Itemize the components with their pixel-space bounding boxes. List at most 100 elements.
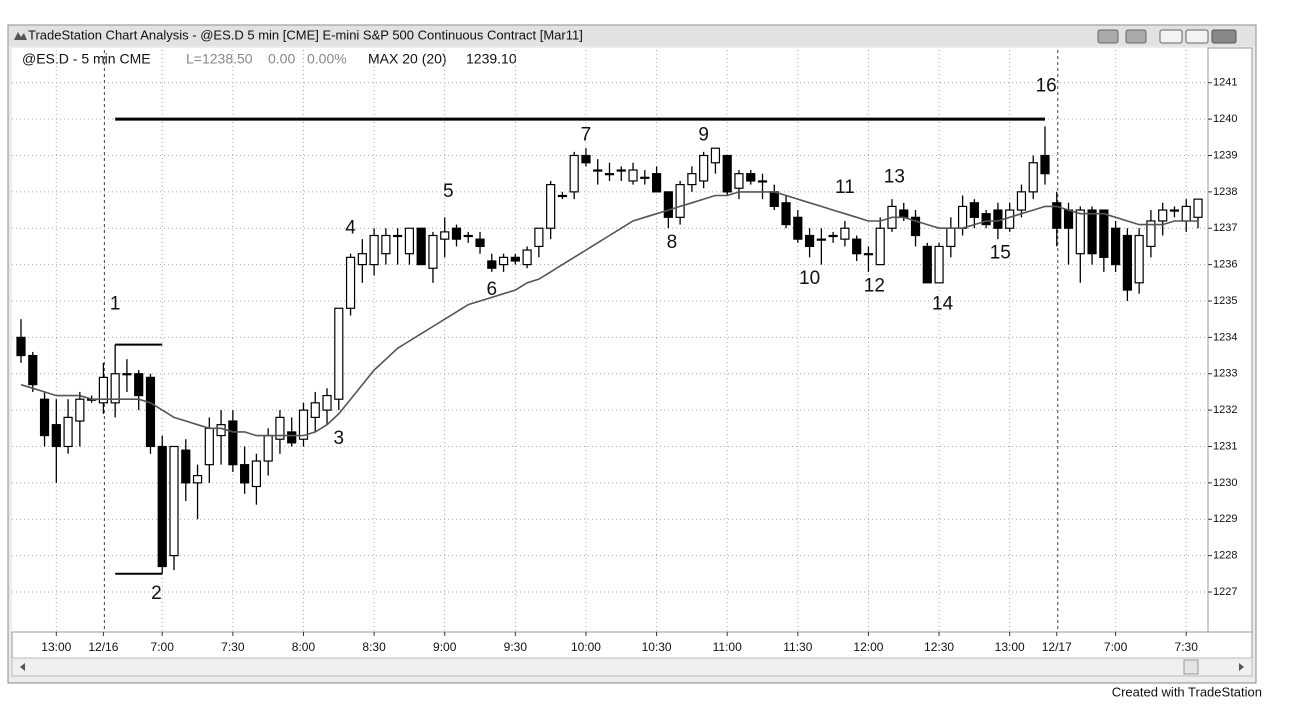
bar-annotation: 9 [698,124,709,145]
toolbar-button[interactable] [1097,29,1119,44]
bar-annotation: 11 [835,177,855,198]
candle-body [334,307,344,400]
y-tick-label: 1233 [1213,368,1237,380]
toolbar-button[interactable] [1125,29,1147,44]
candle-body [687,173,697,186]
candle-body [863,253,874,256]
candle-body [1193,198,1203,218]
y-tick-label: 1239 [1213,149,1237,161]
x-tick-label: 11:00 [713,640,742,654]
candle-body [616,169,626,172]
title-bar [9,26,1255,46]
bar-annotation: 13 [884,166,905,187]
bar-annotation: 4 [345,217,356,238]
candle-body [828,234,838,238]
candle-body [722,154,732,193]
y-tick-label: 1240 [1213,113,1237,125]
candle-body [1087,209,1097,255]
candle-body [16,336,26,357]
candle-body [475,238,485,248]
candle-body [498,256,509,266]
candle-body [345,256,356,309]
candle-body [957,205,968,229]
candle-body [734,173,744,189]
candle-body [969,202,979,218]
candle-body [98,376,108,404]
y-tick-label: 1238 [1213,186,1237,198]
close-button[interactable] [1211,29,1237,44]
y-tick-label: 1237 [1213,222,1237,234]
candle-body [157,445,167,568]
scroll-thumb[interactable] [1183,659,1199,675]
candle-body [39,398,50,437]
bar-annotation: 6 [487,279,498,300]
candle-body [1111,227,1121,266]
candle-body [169,445,179,557]
y-tick-label: 1236 [1213,259,1237,271]
symbol-label: @ES.D - 5 min CME [22,51,151,67]
bar-annotation: 7 [581,124,592,145]
candle-body [251,460,261,488]
x-tick-label: 7:00 [151,640,175,654]
bar-annotation: 5 [443,181,454,202]
bar-annotation: 14 [932,294,954,315]
candle-body [534,227,544,248]
candle-body [1158,209,1168,222]
candle-body [1028,162,1038,193]
candle-body [122,373,132,376]
candle-body [651,173,662,193]
candle-body [287,431,297,444]
candle-body [1169,209,1180,212]
x-tick-label: 12:30 [924,640,954,654]
candle-body [922,245,932,284]
price-axis [1207,47,1253,633]
candle-body [1146,220,1156,248]
candle-body [1099,209,1109,258]
candle-body [522,249,532,266]
candle-body [1016,191,1027,211]
x-tick-label: 12/17 [1042,640,1072,654]
candle-body [910,216,921,237]
x-tick-label: 12:00 [853,640,883,654]
y-tick-label: 1235 [1213,295,1237,307]
x-tick-label: 11:30 [783,640,812,654]
candle-body [416,227,426,266]
candle-body [440,231,450,240]
candle-body [593,169,603,172]
candle-body [404,227,415,255]
indicator-value: 1239.10 [466,51,517,67]
candle-body [310,402,320,418]
candle-body [192,474,203,484]
candle-body [228,420,238,466]
candle-body [899,209,909,218]
window-title: TradeStation Chart Analysis - @ES.D 5 mi… [28,27,583,42]
candle-body [1075,209,1085,255]
x-tick-label: 9:00 [433,640,457,654]
x-tick-label: 7:30 [221,640,245,654]
bar-annotation: 1 [110,294,121,315]
candle-body [393,234,403,238]
x-tick-label: 8:30 [362,640,386,654]
candle-body [1122,234,1132,291]
candle-body [63,416,73,448]
y-tick-label: 1230 [1213,477,1237,489]
y-tick-label: 1228 [1213,550,1237,562]
maximize-button[interactable] [1185,29,1209,44]
x-tick-label: 9:30 [504,640,528,654]
minimize-button[interactable] [1159,29,1183,44]
candle-body [675,183,685,218]
candle-body [804,234,815,248]
candle-body [852,238,862,255]
candle-body [451,227,462,240]
candle-body [840,227,850,240]
candle-body [134,373,144,397]
candle-body [322,394,332,411]
bar-annotation: 16 [1036,75,1057,96]
scrollbar[interactable] [11,657,1253,677]
y-tick-label: 1231 [1213,440,1237,452]
bar-annotation: 12 [864,275,885,296]
candle-body [793,216,803,240]
candle-body [216,424,226,437]
candle-body [487,260,497,269]
plot-area [12,48,1208,632]
